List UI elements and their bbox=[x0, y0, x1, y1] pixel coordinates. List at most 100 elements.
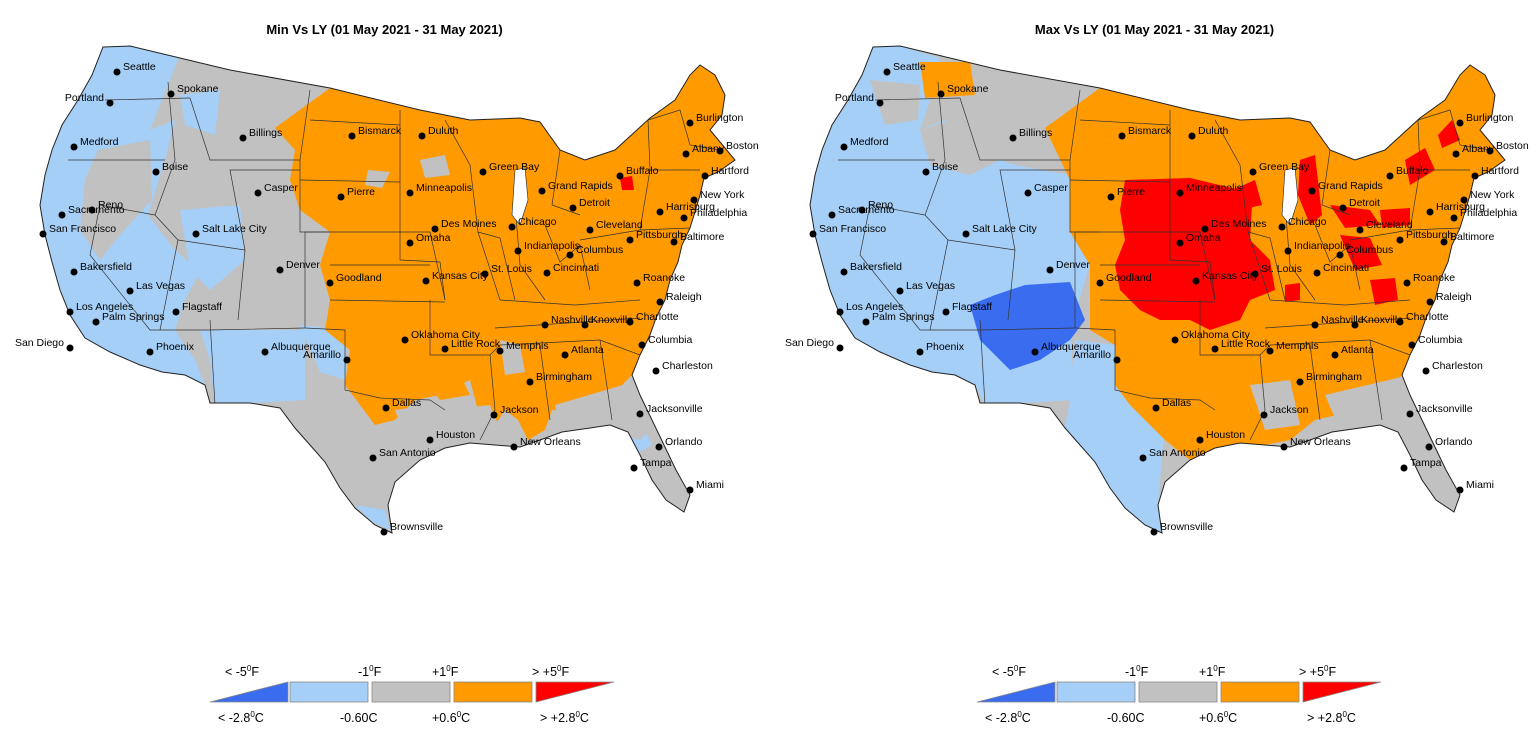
legend-f-label: -10F bbox=[1125, 664, 1149, 679]
city-label: Amarillo bbox=[303, 349, 341, 361]
city-label: San Antonio bbox=[1149, 447, 1206, 459]
color-legend: < -50F -10F +10F > +50F < -2.80C -0.60C +0.60C… bbox=[977, 660, 1397, 740]
city-label: Miami bbox=[1466, 479, 1494, 491]
city-label: Minneapolis bbox=[416, 182, 472, 194]
city-label: Billings bbox=[1019, 127, 1052, 139]
city-dot bbox=[1096, 279, 1104, 287]
city-label: Palm Springs bbox=[102, 311, 164, 323]
city-dot bbox=[401, 336, 409, 344]
city-dot bbox=[1408, 341, 1416, 349]
city-label: Burlington bbox=[1466, 112, 1513, 124]
city-label: Little Rock bbox=[1221, 338, 1271, 350]
city-label: Billings bbox=[249, 127, 282, 139]
city-dot bbox=[538, 187, 546, 195]
city-label: Kansas City bbox=[1202, 270, 1259, 282]
city-label: Philadelphia bbox=[690, 207, 747, 219]
city-dot bbox=[828, 211, 836, 219]
city-label: Harrisburg bbox=[1436, 201, 1485, 213]
city-dot bbox=[239, 134, 247, 142]
city-label: Albuquerque bbox=[1041, 341, 1101, 353]
city-label: Goodland bbox=[1106, 272, 1152, 284]
city-dot bbox=[680, 214, 688, 222]
city-label: Boise bbox=[162, 161, 188, 173]
city-label: Columbia bbox=[1418, 334, 1463, 346]
legend-swatch-above bbox=[1220, 681, 1300, 703]
city-label: Los Angeles bbox=[76, 301, 133, 313]
city-dot bbox=[626, 236, 634, 244]
city-label: Albany bbox=[1462, 143, 1495, 155]
city-dot bbox=[1400, 464, 1408, 472]
city-label: Bismarck bbox=[358, 125, 402, 137]
anomaly-regions bbox=[40, 46, 735, 530]
city-label: Boise bbox=[932, 161, 958, 173]
city-dot bbox=[1152, 404, 1160, 412]
city-label: Chicago bbox=[1288, 216, 1327, 228]
city-label: Seattle bbox=[123, 61, 156, 73]
city-label: Flagstaff bbox=[952, 301, 992, 313]
city-dot bbox=[1460, 196, 1468, 204]
city-label: Miami bbox=[696, 479, 724, 491]
city-dot bbox=[809, 230, 817, 238]
city-label: Orlando bbox=[665, 436, 703, 448]
city-dot bbox=[254, 189, 262, 197]
city-dot bbox=[690, 196, 698, 204]
city-dot bbox=[192, 230, 200, 238]
city-dot bbox=[566, 251, 574, 259]
max-vs-ly-panel: Max Vs LY (01 May 2021 - 31 May 2021) Se… bbox=[770, 0, 1539, 752]
city-label: Grand Rapids bbox=[548, 180, 613, 192]
city-dot bbox=[1260, 411, 1268, 419]
city-label: Duluth bbox=[1198, 125, 1229, 137]
legend-swatch-below bbox=[1056, 681, 1136, 703]
city-dot bbox=[66, 308, 74, 316]
city-label: Indianapolis bbox=[524, 240, 580, 252]
city-dot bbox=[1486, 147, 1494, 155]
city-dot bbox=[858, 206, 866, 214]
city-dot bbox=[1456, 486, 1464, 494]
legend-f-label: -10F bbox=[358, 664, 382, 679]
city-label: Hartford bbox=[1481, 165, 1519, 177]
legend-c-label: -0.60C bbox=[340, 711, 378, 725]
city-dot bbox=[616, 172, 624, 180]
city-label: Chicago bbox=[518, 216, 557, 228]
us-border bbox=[39, 45, 736, 534]
city-dot bbox=[686, 486, 694, 494]
city-dot bbox=[1339, 204, 1347, 212]
city-label: Tampa bbox=[640, 457, 672, 469]
city-dot bbox=[1456, 119, 1464, 127]
city-dot bbox=[1284, 247, 1292, 255]
city-label: Dallas bbox=[392, 397, 421, 409]
map-title: Min Vs LY (01 May 2021 - 31 May 2021) bbox=[266, 22, 503, 37]
city-label: St. Louis bbox=[1261, 263, 1302, 275]
city-label: St. Louis bbox=[491, 263, 532, 275]
city-label: Roanoke bbox=[643, 272, 685, 284]
city-label: Brownsville bbox=[1160, 521, 1213, 533]
city-dot bbox=[543, 269, 551, 277]
city-dot bbox=[840, 268, 848, 276]
legend-c-label: < -2.80C bbox=[218, 710, 264, 725]
city-dot bbox=[1308, 187, 1316, 195]
city-label: Medford bbox=[850, 136, 889, 148]
city-label: Medford bbox=[80, 136, 119, 148]
us-border bbox=[809, 45, 1506, 534]
city-dot bbox=[541, 321, 549, 329]
city-label: Las Vegas bbox=[906, 280, 955, 292]
city-dot bbox=[656, 208, 664, 216]
city-label: Palm Springs bbox=[872, 311, 934, 323]
city-label: Des Moines bbox=[441, 218, 496, 230]
city-label: Charlotte bbox=[1406, 311, 1449, 323]
city-label: Minneapolis bbox=[1186, 182, 1242, 194]
city-label: Casper bbox=[264, 182, 298, 194]
city-dot bbox=[152, 168, 160, 176]
city-dot bbox=[441, 345, 449, 353]
city-label: Pittsburgh bbox=[1406, 229, 1453, 241]
city-dot bbox=[514, 247, 522, 255]
legend-swatch-much-above bbox=[535, 681, 615, 703]
city-dot bbox=[1311, 321, 1319, 329]
city-dot bbox=[406, 189, 414, 197]
city-dot bbox=[1396, 236, 1404, 244]
legend-f-label: +10F bbox=[1199, 664, 1226, 679]
city-dot bbox=[431, 225, 439, 233]
max-anomaly-map: Seattle Spokane Portland Medford Boise Billin… bbox=[785, 45, 1529, 536]
city-dot bbox=[656, 298, 664, 306]
legend-f-label: > +50F bbox=[532, 664, 569, 679]
